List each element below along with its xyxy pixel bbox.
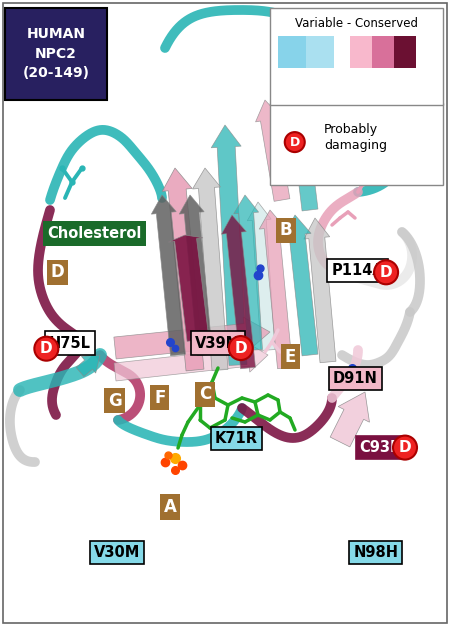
Text: D: D (234, 341, 247, 356)
Text: Variable - Conserved: Variable - Conserved (295, 17, 418, 29)
Text: C: C (198, 386, 211, 403)
Polygon shape (304, 218, 336, 362)
Text: Cholesterol: Cholesterol (47, 226, 142, 241)
Text: D: D (380, 265, 392, 280)
Text: E: E (284, 348, 296, 366)
Polygon shape (193, 168, 228, 371)
Bar (270, 103, 443, 185)
Polygon shape (179, 195, 212, 356)
Text: K71R: K71R (215, 431, 258, 446)
Circle shape (393, 436, 417, 459)
Text: D91N: D91N (333, 371, 378, 386)
Text: D: D (399, 440, 411, 455)
Bar (394, 36, 416, 68)
Bar (350, 36, 372, 68)
Polygon shape (162, 168, 204, 371)
Circle shape (34, 337, 58, 361)
Polygon shape (76, 355, 100, 377)
Bar (270, 8, 443, 105)
Polygon shape (234, 195, 262, 351)
Polygon shape (256, 100, 290, 202)
Polygon shape (168, 235, 209, 341)
Text: C93F: C93F (360, 440, 401, 455)
Bar (306, 36, 334, 68)
Polygon shape (283, 215, 318, 356)
Polygon shape (259, 210, 292, 369)
Text: P114A: P114A (331, 263, 384, 278)
Text: N98H: N98H (353, 545, 398, 560)
Text: D: D (40, 341, 53, 356)
Polygon shape (330, 392, 369, 447)
Text: H75L: H75L (49, 336, 91, 351)
Text: V39M: V39M (195, 336, 241, 351)
Circle shape (374, 260, 398, 284)
Text: B: B (279, 222, 292, 239)
Bar (5, 8, 107, 100)
Text: V30M: V30M (94, 545, 140, 560)
Polygon shape (247, 202, 275, 351)
Text: Probably
damaging: Probably damaging (324, 123, 387, 152)
Polygon shape (221, 215, 256, 369)
Polygon shape (284, 85, 318, 211)
Polygon shape (114, 317, 270, 359)
Text: F: F (154, 389, 166, 406)
Text: D: D (290, 136, 300, 148)
Bar (278, 36, 306, 68)
Circle shape (285, 132, 305, 152)
Text: HUMAN
NPC2
(20-149): HUMAN NPC2 (20-149) (22, 28, 90, 80)
Circle shape (229, 336, 253, 360)
Text: A: A (164, 498, 176, 516)
Bar (372, 36, 394, 68)
Polygon shape (211, 125, 247, 366)
Polygon shape (114, 342, 268, 381)
Text: D: D (51, 264, 64, 281)
Text: G: G (108, 392, 122, 409)
Polygon shape (151, 195, 185, 356)
